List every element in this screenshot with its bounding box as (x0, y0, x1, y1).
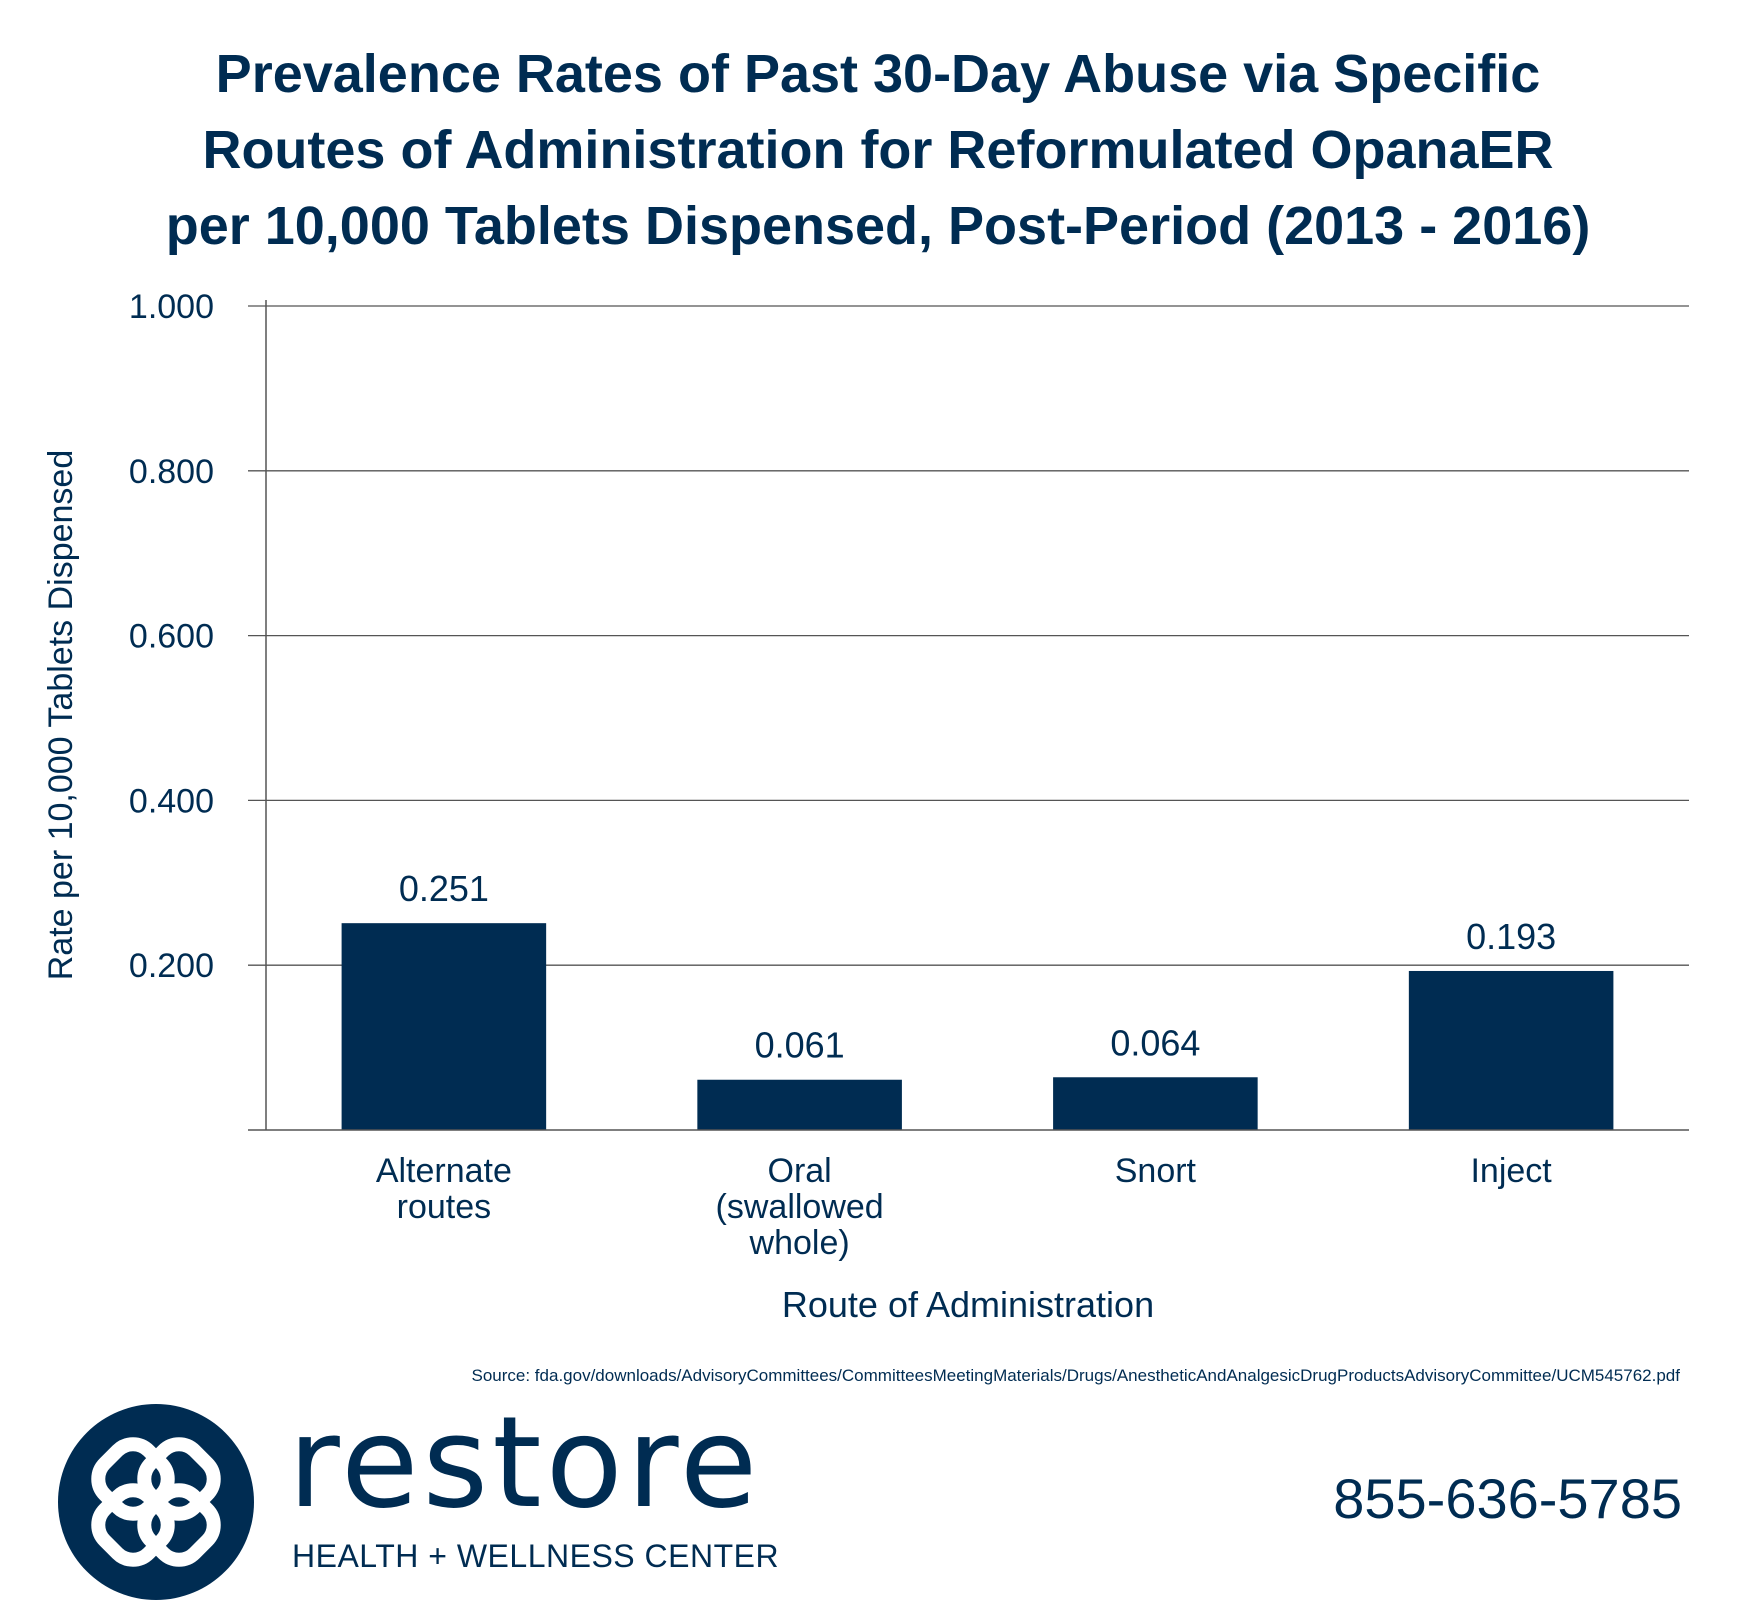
title-line-2: Routes of Administration for Reformulate… (202, 120, 1554, 180)
x-axis-label: Route of Administration (782, 1284, 1154, 1325)
x-category-label: Snort (1115, 1152, 1197, 1190)
brand-subtitle: HEALTH + WELLNESS CENTER (292, 1538, 780, 1574)
x-category-label: Alternate (376, 1152, 512, 1190)
x-category-label: Oral (768, 1152, 832, 1190)
data-labels: 0.251 0.061 0.064 0.193 (399, 868, 1556, 1066)
x-category-label: routes (397, 1188, 492, 1226)
y-tick-label: 0.800 (129, 453, 214, 491)
interlocking-links-icon (58, 1404, 254, 1600)
bar-chart: 0.200 0.400 0.600 0.800 1.000 0.251 0.061 0.06… (42, 288, 1689, 1325)
brand-name: restore (288, 1389, 762, 1536)
source-citation: Source: fda.gov/downloads/AdvisoryCommit… (471, 1366, 1681, 1385)
bar (697, 1079, 902, 1130)
data-label: 0.061 (755, 1025, 845, 1066)
chart-title: Prevalence Rates of Past 30-Day Abuse vi… (20, 36, 1736, 264)
bar (1408, 970, 1614, 1130)
data-label: 0.251 (399, 868, 489, 909)
title-line-3: per 10,000 Tablets Dispensed, Post-Perio… (165, 196, 1591, 256)
bar (1053, 1077, 1258, 1130)
bar (341, 923, 547, 1130)
phone-number: 855-636-5785 (1333, 1467, 1682, 1530)
x-category-label: Inject (1470, 1152, 1552, 1190)
data-label: 0.064 (1110, 1022, 1200, 1063)
gridlines (248, 305, 1689, 966)
y-axis-label: Rate per 10,000 Tablets Dispensed (42, 450, 80, 981)
y-tick-label: 0.200 (129, 947, 214, 985)
y-tick-label: 0.400 (129, 782, 214, 820)
x-category-label: whole) (749, 1224, 850, 1262)
title-line-1: Prevalence Rates of Past 30-Day Abuse vi… (215, 44, 1541, 104)
y-tick-label: 1.000 (129, 288, 214, 326)
x-category-label: (swallowed (716, 1188, 884, 1226)
y-tick-label: 0.600 (129, 618, 214, 656)
data-label: 0.193 (1466, 916, 1556, 957)
bars (341, 923, 1614, 1130)
y-tick-labels: 0.200 0.400 0.600 0.800 1.000 (129, 288, 214, 985)
